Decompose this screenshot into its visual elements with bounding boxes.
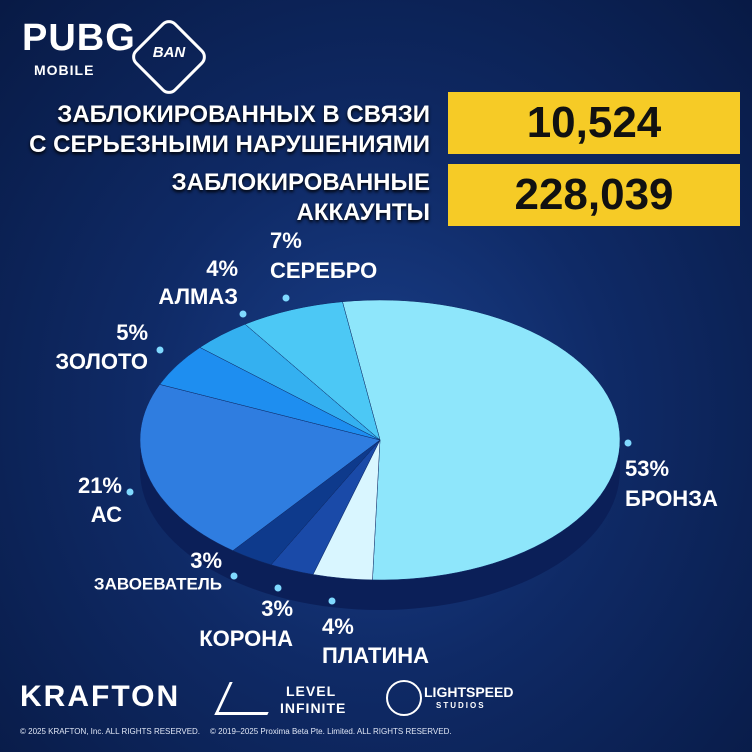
category-label: АС xyxy=(91,502,122,527)
copyright: © 2025 KRAFTON, Inc. ALL RIGHTS RESERVED… xyxy=(20,727,201,736)
value-label: 53% xyxy=(625,456,669,481)
label-dot xyxy=(624,439,632,447)
stat-label-line: АККАУНТЫ xyxy=(296,199,430,226)
copyright: © 2019–2025 Proxima Beta Pte. Limited. A… xyxy=(210,727,452,736)
value-label: 21% xyxy=(78,473,122,498)
stat-label-line: ЗАБЛОКИРОВАННЫЕ xyxy=(171,169,430,196)
brand: KRAFTON xyxy=(20,680,181,713)
value-label: 3% xyxy=(261,596,293,621)
brand-icon xyxy=(386,680,422,716)
brand: INFINITE xyxy=(280,700,347,716)
logo: PUBG xyxy=(22,17,136,59)
category-label: БРОНЗА xyxy=(625,486,718,511)
pie-slice xyxy=(342,299,621,581)
label-dot xyxy=(328,597,336,605)
label-dot xyxy=(156,346,164,354)
logo-subtitle: MOBILE xyxy=(34,62,95,78)
label-dot xyxy=(239,310,247,318)
pie-slice xyxy=(139,384,381,551)
label-dot xyxy=(274,584,282,592)
stat-label-line: С СЕРЬЕЗНЫМИ НАРУШЕНИЯМИ xyxy=(29,131,430,158)
value-label: 5% xyxy=(116,320,148,345)
stat-label-line: ЗАБЛОКИРОВАННЫХ В СВЯЗИ xyxy=(57,101,430,128)
category-label: АЛМАЗ xyxy=(158,284,238,309)
value-label: 7% xyxy=(270,228,302,253)
label-dot xyxy=(282,294,290,302)
category-label: СЕРЕБРО xyxy=(270,258,377,283)
stat-value: 10,524 xyxy=(448,92,740,154)
badge-text: BAN xyxy=(152,44,186,61)
value-label: 4% xyxy=(322,614,354,639)
brand: LEVEL xyxy=(286,683,337,699)
pie-slice xyxy=(244,301,381,441)
category-label: ЗАВОЕВАТЕЛЬ xyxy=(94,574,222,593)
stat-value: 228,039 xyxy=(448,164,740,226)
label-dot xyxy=(126,488,134,496)
value-label: 4% xyxy=(206,256,238,281)
value-label: 3% xyxy=(190,548,222,573)
category-label: ПЛАТИНА xyxy=(322,643,429,668)
stat-label: ЗАБЛОКИРОВАННЫХ В СВЯЗИ С СЕРЬЕЗНЫМИ НАРУ… xyxy=(29,100,430,160)
category-label: КОРОНА xyxy=(199,626,293,651)
stat-label: ЗАБЛОКИРОВАННЫЕ АККАУНТЫ xyxy=(172,168,430,228)
brand: STUDIOS xyxy=(436,701,486,710)
category-label: ЗОЛОТО xyxy=(55,349,148,374)
brand: LIGHTSPEED xyxy=(424,684,514,700)
label-dot xyxy=(230,572,238,580)
